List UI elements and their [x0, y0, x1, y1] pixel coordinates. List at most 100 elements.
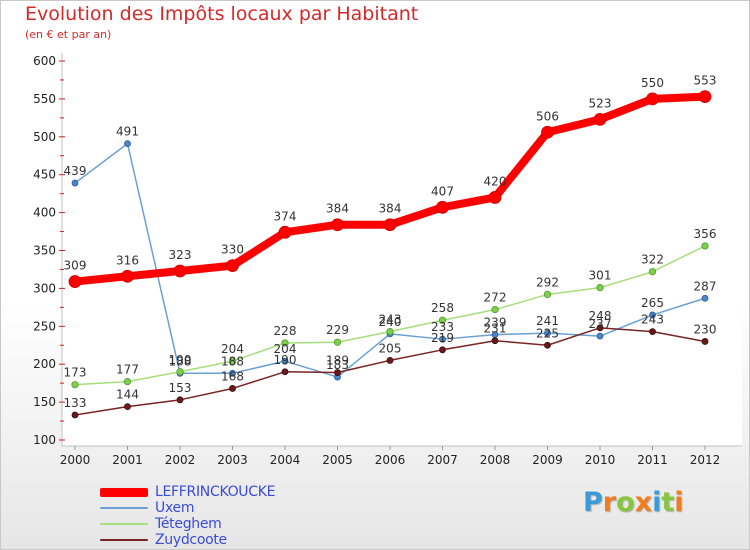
data-point	[228, 357, 237, 365]
data-point	[278, 225, 292, 239]
data-point	[701, 338, 709, 345]
data-label: 228	[274, 324, 297, 338]
data-label: 243	[379, 313, 402, 327]
data-label: 241	[536, 314, 559, 328]
x-tick-label: 2011	[637, 453, 668, 467]
data-point	[649, 328, 656, 336]
data-label: 258	[431, 301, 454, 315]
data-point	[491, 306, 499, 314]
data-point	[648, 268, 657, 276]
x-tick-label: 2012	[690, 453, 721, 467]
data-point	[173, 264, 187, 278]
legend-label: Téteghem	[155, 516, 222, 532]
data-point	[229, 369, 236, 377]
x-tick-label: 2009	[532, 453, 563, 467]
data-label: 189	[326, 354, 349, 368]
y-tick-label: 250	[33, 319, 56, 333]
legend-swatch	[100, 507, 148, 509]
data-point	[701, 242, 709, 250]
x-tick-label: 2005	[322, 453, 353, 467]
legend-swatch	[100, 539, 148, 541]
x-tick-label: 2002	[165, 453, 196, 467]
chart-title: Evolution des Impôts locaux par Habitant	[25, 3, 419, 25]
x-tick-label: 2007	[427, 453, 458, 467]
data-point	[543, 290, 552, 299]
data-label: 168	[221, 369, 244, 383]
data-point	[334, 369, 341, 376]
data-label: 287	[694, 279, 717, 293]
data-point	[593, 112, 607, 126]
data-point	[124, 403, 131, 411]
logo-letter: i	[652, 487, 662, 518]
x-tick-label: 2010	[585, 453, 616, 467]
data-point	[281, 368, 289, 376]
data-point	[386, 328, 394, 336]
data-label: 219	[431, 331, 454, 345]
data-point	[229, 385, 236, 392]
x-tick-label: 2003	[217, 453, 248, 467]
data-label: 322	[641, 253, 664, 267]
x-tick-label: 2001	[112, 453, 143, 467]
logo-letter: i	[674, 487, 684, 518]
y-tick-label: 150	[33, 395, 56, 409]
data-label: 309	[64, 259, 87, 273]
data-point	[701, 294, 709, 302]
data-point	[226, 259, 239, 273]
data-label: 374	[274, 209, 297, 223]
data-label: 153	[169, 381, 192, 395]
data-point	[438, 316, 447, 324]
data-point	[491, 337, 499, 345]
x-tick-label: 2004	[270, 453, 301, 467]
data-label: 243	[641, 313, 664, 327]
data-label: 233	[431, 320, 454, 334]
y-tick-label: 550	[33, 92, 56, 106]
y-tick-label: 100	[33, 433, 56, 447]
data-point	[544, 329, 551, 337]
logo-letter: o	[616, 487, 635, 518]
data-point	[596, 284, 604, 292]
data-point	[646, 92, 659, 106]
x-tick-label: 2006	[375, 453, 406, 467]
logo-letter: t	[661, 487, 675, 518]
data-label: 229	[326, 323, 349, 337]
y-tick-label: 600	[33, 54, 56, 68]
data-point	[649, 311, 656, 319]
legend-label: Uxem	[155, 500, 195, 516]
data-point	[331, 218, 344, 232]
data-point	[124, 140, 131, 148]
data-label: 177	[116, 363, 139, 377]
data-point	[281, 339, 289, 347]
data-label: 240	[379, 315, 402, 329]
data-label: 272	[484, 291, 507, 305]
legend-label: Zuydcoote	[155, 532, 227, 548]
legend-swatch	[100, 523, 148, 525]
data-label: 248	[589, 309, 612, 323]
data-label: 506	[536, 109, 559, 123]
data-label: 316	[116, 253, 139, 267]
data-point	[386, 357, 394, 364]
data-point	[439, 335, 446, 343]
data-point	[71, 381, 79, 389]
data-label: 407	[431, 184, 454, 198]
data-label: 204	[274, 342, 297, 356]
data-point	[123, 378, 132, 386]
data-label: 491	[116, 125, 139, 139]
data-label: 133	[64, 396, 87, 410]
data-label: 204	[221, 342, 244, 356]
y-tick-label: 400	[33, 206, 56, 220]
data-label: 439	[64, 164, 87, 178]
data-label: 420	[484, 174, 507, 188]
x-tick-label: 2000	[60, 453, 91, 467]
data-point	[436, 200, 449, 214]
data-label: 190	[274, 353, 297, 367]
data-label: 323	[169, 248, 192, 262]
data-label: 190	[169, 353, 192, 367]
data-point	[71, 179, 79, 187]
data-label: 292	[536, 275, 559, 289]
data-label: 230	[694, 322, 717, 336]
data-label: 356	[694, 227, 717, 241]
data-label: 188	[221, 354, 244, 368]
y-tick-label: 350	[33, 244, 56, 258]
data-label: 265	[641, 296, 664, 310]
